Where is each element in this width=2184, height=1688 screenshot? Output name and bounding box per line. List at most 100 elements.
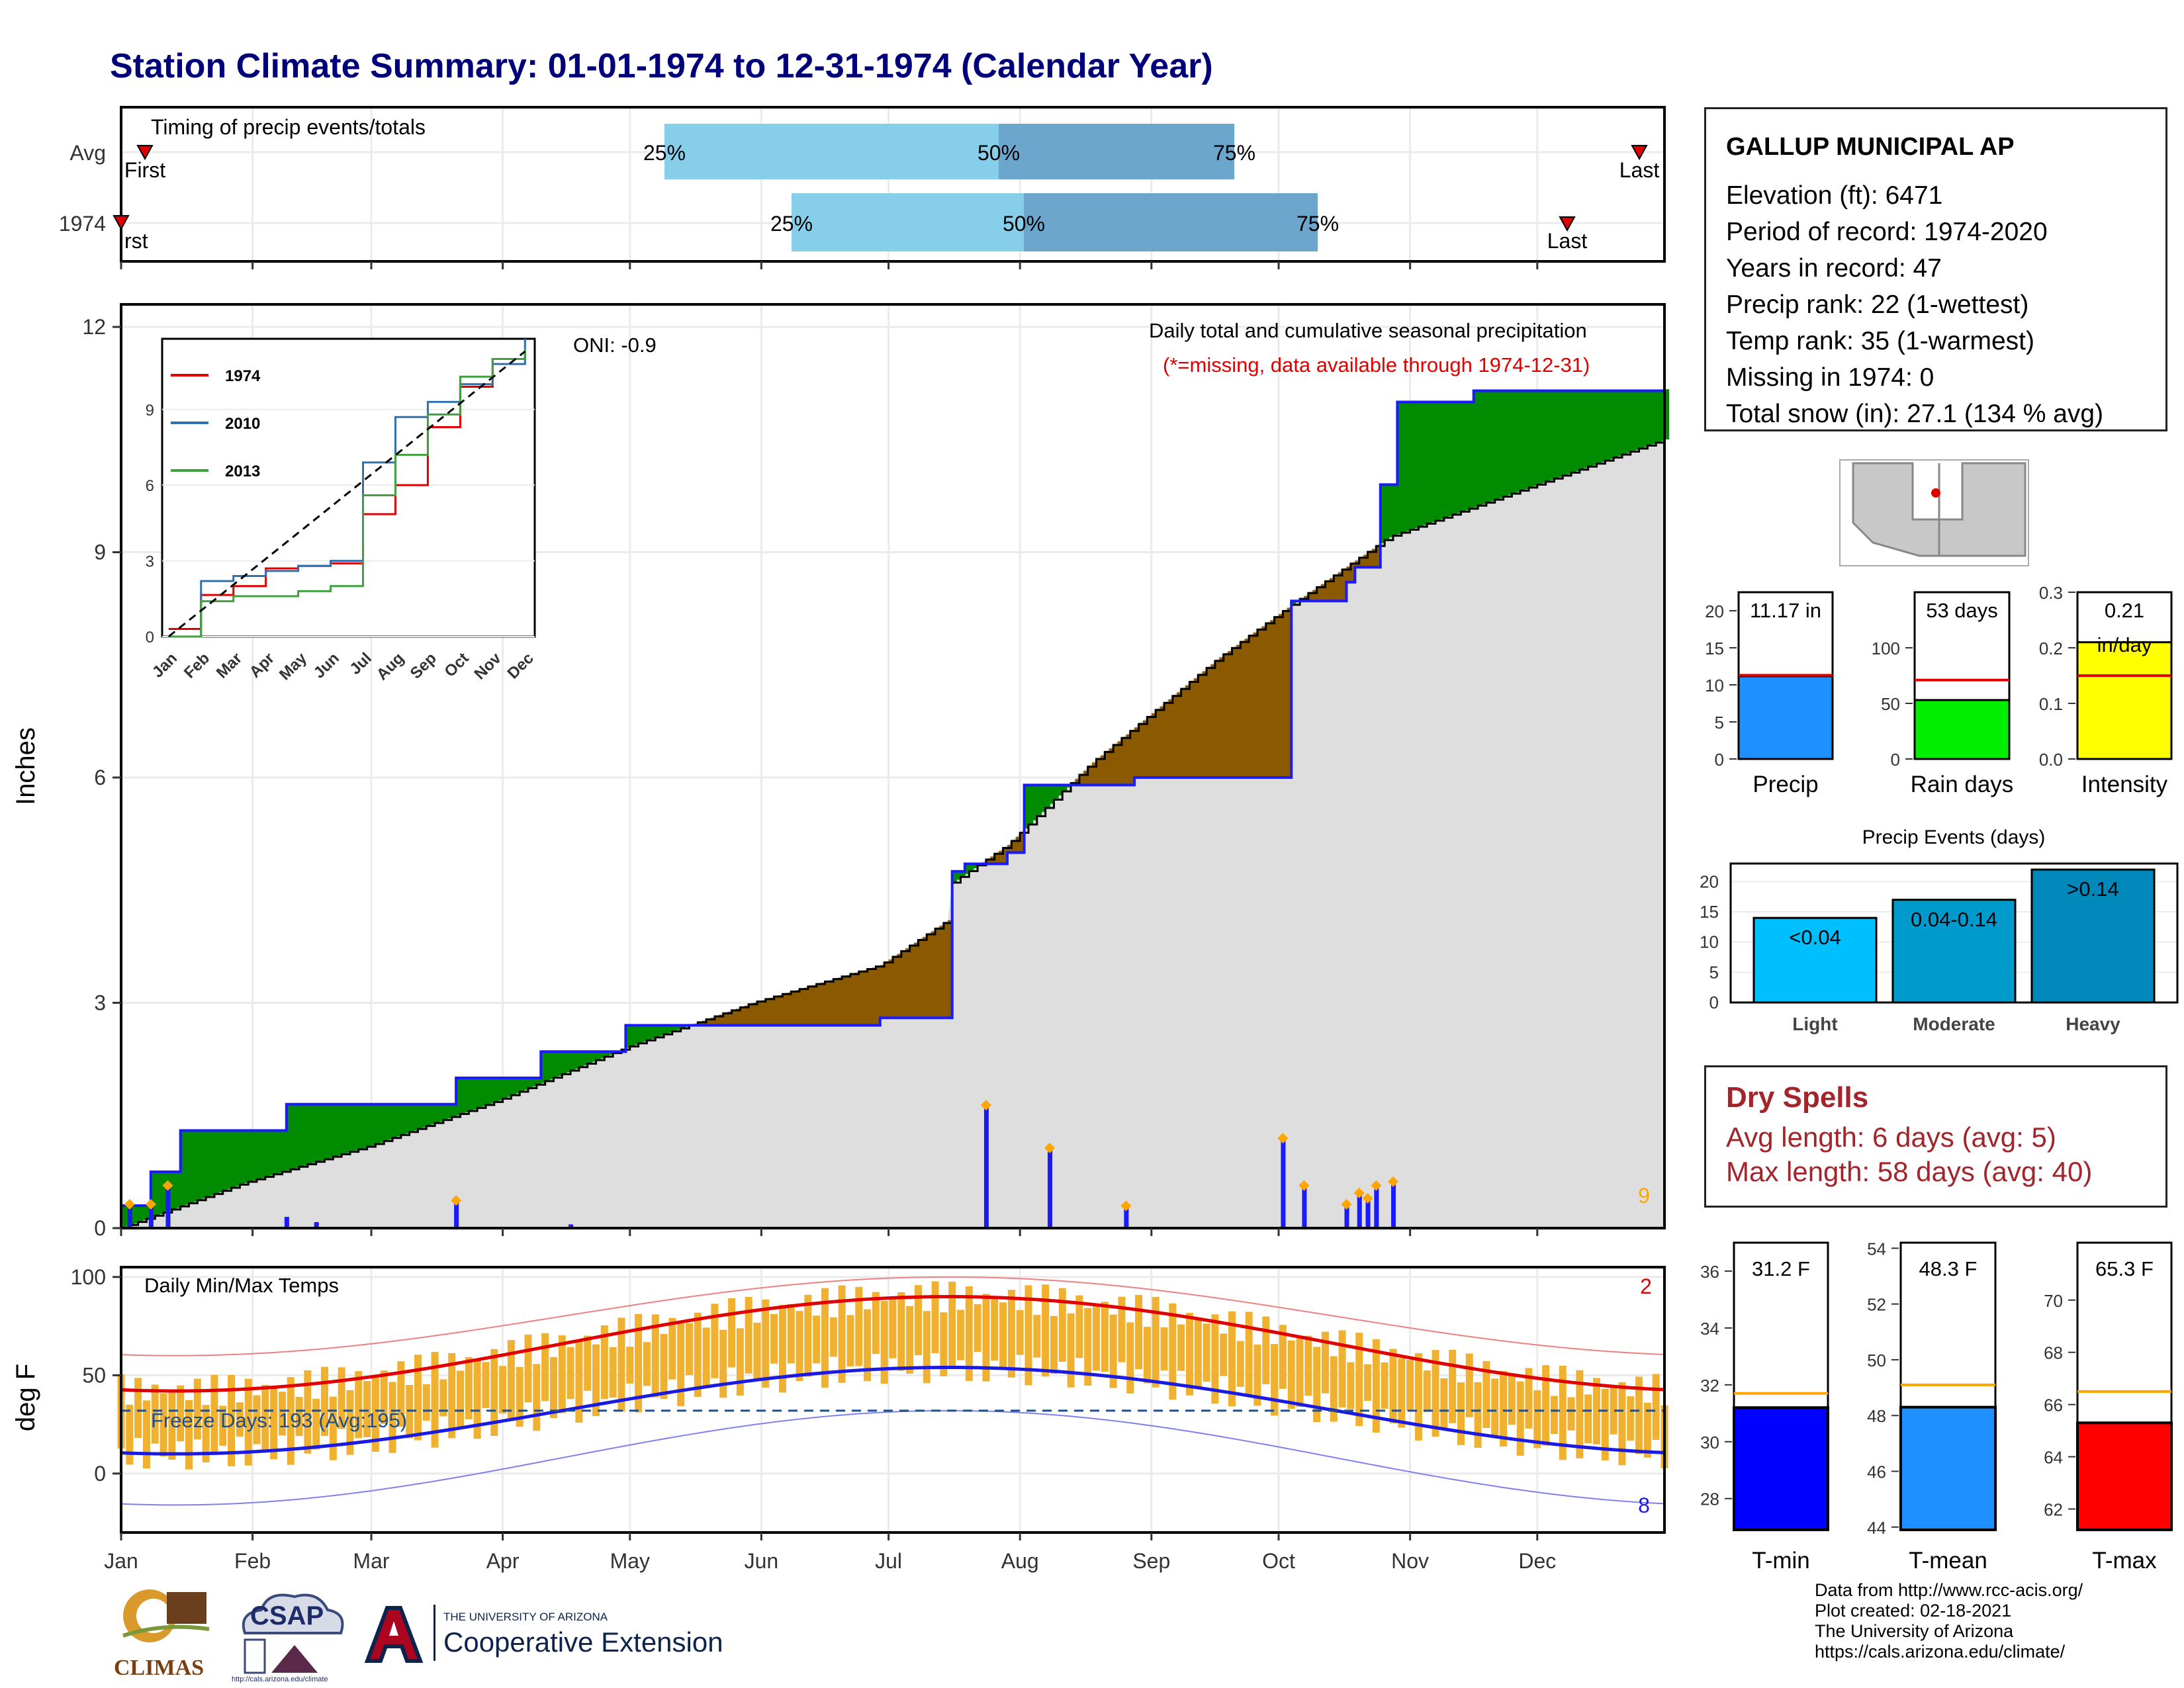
page-title: Station Climate Summary: 01-01-1974 to 1…	[110, 47, 1213, 85]
rain-days-ytick-label: 0	[1891, 750, 1900, 770]
precip-daily-bar	[1390, 1182, 1396, 1228]
timing-1974-p75: 75%	[1297, 212, 1339, 236]
intensity-ytick-label: 0.3	[2039, 583, 2063, 603]
temp-tmean-ytick-label: 48	[1867, 1406, 1886, 1426]
precip-missing-note: (*=missing, data available through 1974-…	[1163, 353, 1590, 377]
precip-count-label: 9	[1638, 1184, 1650, 1208]
temp-tmin-value-label: 31.2 F	[1752, 1257, 1810, 1280]
events-ytick-label: 20	[1700, 871, 1719, 891]
temp-ytick-label: 50	[82, 1363, 106, 1387]
precip-daily-bar	[569, 1224, 574, 1228]
temp-ylabel: deg F	[11, 1364, 40, 1431]
events-bar-heavy	[2030, 868, 2156, 1004]
station-precip-rank: Precip rank: 22 (1-wettest)	[1726, 290, 2029, 319]
temp-tmax-bar	[2076, 1421, 2173, 1531]
events-bar-label: >0.14	[2067, 877, 2118, 901]
ua-logo: THE UNIVERSITY OF ARIZONA Cooperative Ex…	[361, 1601, 745, 1674]
timing-avg-bar-q2	[999, 124, 1234, 179]
precip-total-ytick-label: 15	[1705, 639, 1724, 658]
temp-tmax-ytick-label: 70	[2044, 1291, 2063, 1311]
precip-daily-bar	[284, 1216, 289, 1228]
intensity-unit-label: in/day	[2097, 633, 2152, 656]
precip-daily-bar	[1281, 1139, 1286, 1228]
temp-tmean-ytick-label: 54	[1867, 1239, 1886, 1259]
precip-ytick-label: 6	[94, 766, 106, 789]
events-ytick-label: 5	[1709, 962, 1719, 982]
precip-snow-marker	[1362, 1192, 1373, 1204]
events-category-label: Heavy	[2066, 1014, 2120, 1034]
precip-daily-bar	[1374, 1186, 1379, 1228]
dry-spells-title: Dry Spells	[1726, 1081, 1869, 1114]
temp-avg-low-line	[120, 1365, 1665, 1456]
precip-daily-bar	[1048, 1149, 1053, 1228]
intensity-ytick-label: 0.1	[2039, 694, 2063, 714]
temp-tmin-ytick-label: 28	[1700, 1489, 1719, 1509]
month-axis-label: Jan	[104, 1549, 138, 1573]
precip-snow-marker	[1044, 1142, 1056, 1153]
month-axis-label: Jul	[875, 1549, 902, 1573]
intensity-bar	[2076, 641, 2173, 760]
month-axis-label: Sep	[1132, 1549, 1170, 1573]
events-ytick-label: 0	[1709, 993, 1719, 1012]
events-bar-label: <0.04	[1789, 926, 1841, 949]
inset-ytick-label: 0	[146, 629, 154, 646]
ua-a-icon	[364, 1606, 424, 1663]
rain-days-bar	[1913, 699, 2011, 760]
timing-last-1974-marker	[1559, 216, 1576, 232]
precip-average-line	[121, 439, 1666, 1229]
precip-subtitle: Daily total and cumulative seasonal prec…	[1149, 319, 1587, 342]
temp-tmean-label: T-mean	[1909, 1548, 1987, 1574]
precip-snow-marker	[1298, 1180, 1310, 1191]
climas-logo-text: CLIMAS	[114, 1656, 205, 1680]
timing-1974-p25: 25%	[770, 212, 813, 236]
month-axis-label: Feb	[234, 1549, 271, 1573]
timing-avg-p50: 50%	[978, 141, 1020, 165]
precip-daily-bar	[127, 1205, 132, 1228]
precip-total-label: Precip	[1752, 772, 1818, 797]
timing-first-1974-marker	[113, 215, 130, 231]
temp-record-low-count: 8	[1638, 1493, 1650, 1517]
month-axis-label: Oct	[1262, 1549, 1295, 1573]
events-panel-frame	[1729, 862, 2179, 1004]
station-snow: Total snow (in): 27.1 (134 % avg)	[1726, 400, 2104, 428]
precip-daily-bar	[314, 1222, 319, 1228]
precip-below-average-fill	[617, 546, 1381, 1052]
footer-line-university: The University of Arizona	[1815, 1621, 2014, 1641]
precip-snow-marker	[145, 1198, 156, 1210]
precip-total-ytick-label: 5	[1715, 713, 1724, 733]
precip-above-average-fill	[121, 389, 1670, 1228]
precip-daily-bar	[1344, 1205, 1349, 1228]
temp-record-high-line	[120, 1276, 1665, 1356]
temp-record-high-count: 2	[1640, 1274, 1652, 1298]
precip-daily-bar	[1365, 1199, 1371, 1228]
precip-ylabel: Inches	[11, 727, 40, 805]
temp-tmean-ytick-label: 44	[1867, 1518, 1886, 1538]
temp-tmin-label: T-min	[1752, 1548, 1810, 1574]
rain-days-value-label: 53 days	[1926, 599, 1998, 622]
precip-snow-marker	[1353, 1187, 1365, 1198]
rain-days-ytick-label: 100	[1872, 639, 1900, 658]
precip-snow-marker	[451, 1195, 462, 1206]
month-axis-label: Apr	[486, 1549, 520, 1573]
temp-ytick-label: 100	[71, 1265, 106, 1289]
precip-daily-bar	[1302, 1186, 1307, 1228]
station-period: Period of record: 1974-2020	[1726, 218, 2048, 246]
dry-spells-box: Dry Spells Avg length: 6 days (avg: 5) M…	[1704, 1065, 2167, 1208]
station-location-dot	[1931, 488, 1940, 498]
climas-logo-graphic	[122, 1589, 210, 1642]
precip-total-ytick-label: 10	[1705, 676, 1724, 695]
events-title: Precip Events (days)	[1862, 826, 2046, 848]
precip-1974-cumulative-line	[121, 389, 1666, 1207]
temp-tmin-ytick-label: 34	[1700, 1319, 1719, 1339]
climas-logo: CLIMAS	[110, 1583, 216, 1682]
temp-tmax-ytick-label: 66	[2044, 1396, 2063, 1415]
timing-1974-bar-q2	[1024, 193, 1318, 251]
footer-line-created: Plot created: 02-18-2021	[1815, 1601, 2012, 1621]
temp-ytick-label: 0	[94, 1462, 106, 1486]
temp-tmean-value-label: 48.3 F	[1919, 1257, 1978, 1280]
timing-first-1974-label: rst	[124, 229, 148, 253]
ua-big-text: Cooperative Extension	[443, 1626, 723, 1658]
location-map-states	[1852, 462, 2026, 557]
precip-total-ytick-label: 20	[1705, 601, 1724, 621]
